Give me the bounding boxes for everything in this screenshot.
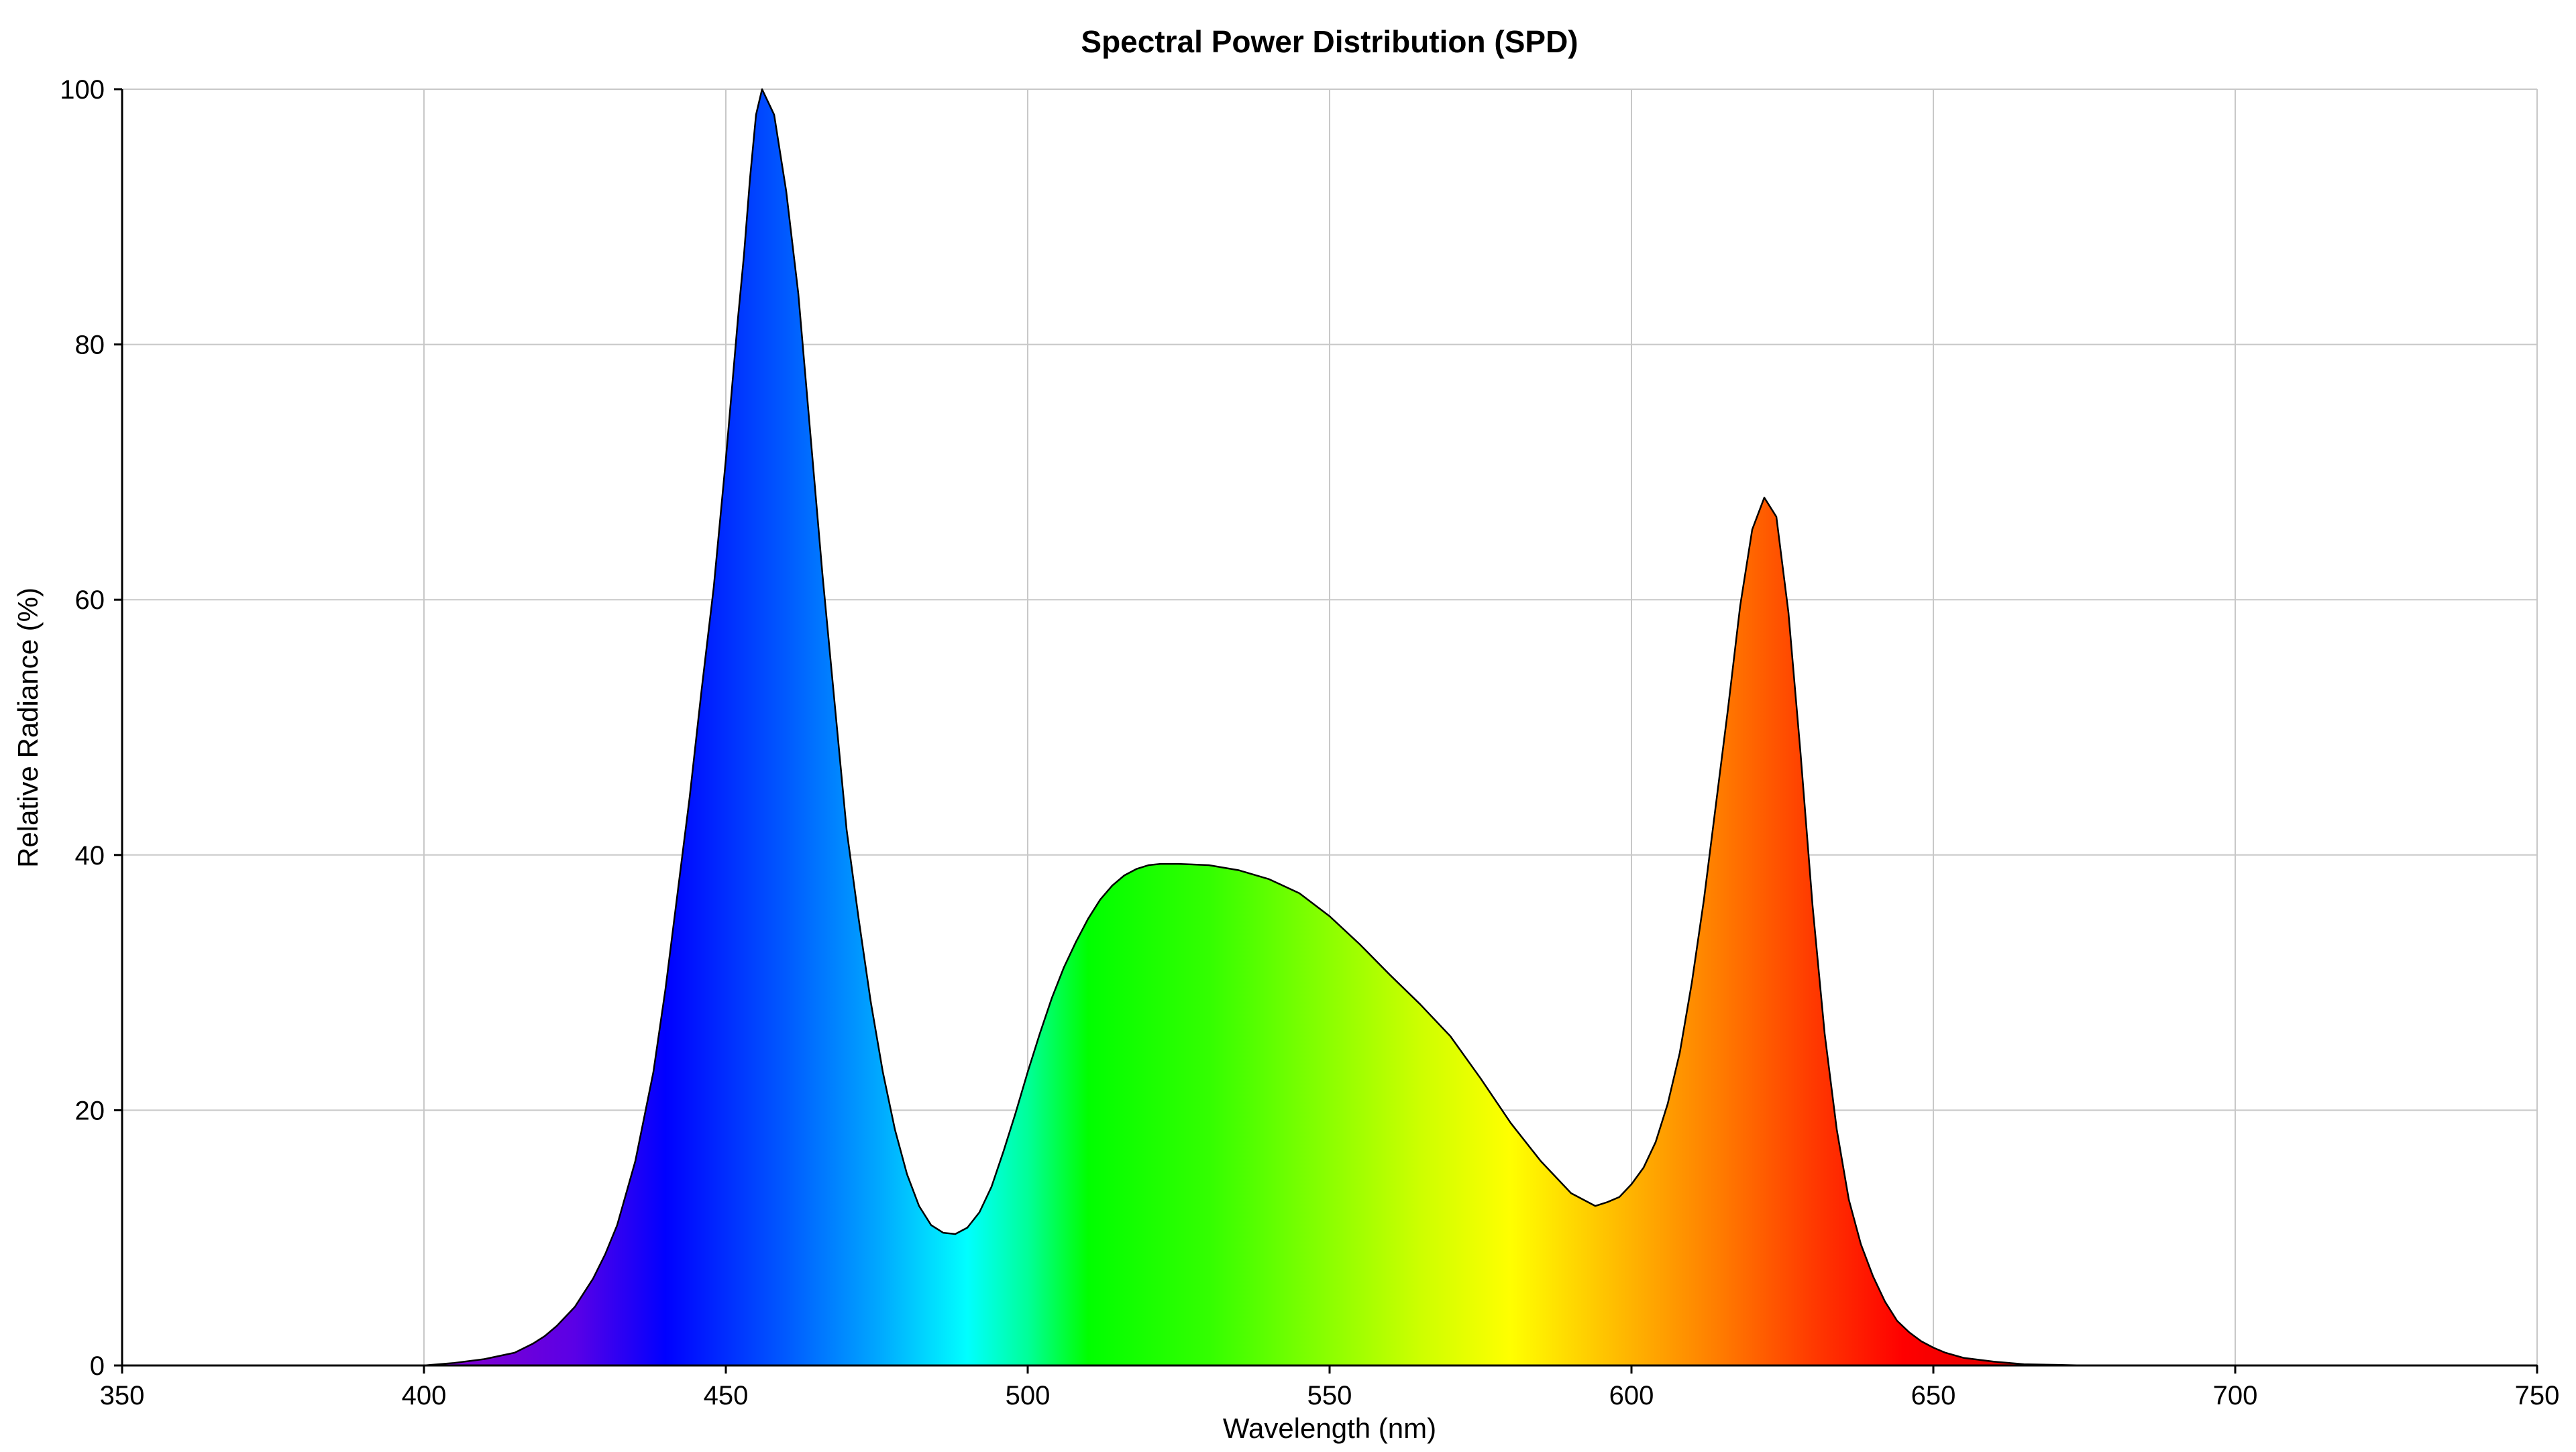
- y-tick-label: 20: [75, 1096, 105, 1125]
- x-tick-label: 550: [1307, 1381, 1352, 1410]
- chart-title: Spectral Power Distribution (SPD): [1081, 24, 1578, 59]
- x-tick-label: 600: [1609, 1381, 1654, 1410]
- x-tick-label: 450: [704, 1381, 749, 1410]
- spd-area: [121, 88, 2538, 1367]
- x-tick-labels: 350 400 450 500 550 600 650 700 750: [100, 1365, 2560, 1410]
- y-tick-label: 60: [75, 585, 105, 615]
- x-tick-label: 400: [402, 1381, 447, 1410]
- y-tick-label: 0: [90, 1351, 105, 1381]
- y-tick-label: 80: [75, 331, 105, 360]
- y-axis-label: Relative Radiance (%): [12, 588, 44, 868]
- x-tick-label: 350: [100, 1381, 145, 1410]
- x-tick-label: 500: [1006, 1381, 1051, 1410]
- y-tick-labels: 0 20 40 60 80 100: [60, 75, 122, 1381]
- x-tick-label: 650: [1911, 1381, 1956, 1410]
- y-tick-label: 100: [60, 75, 105, 105]
- x-tick-label: 700: [2213, 1381, 2258, 1410]
- x-tick-label: 750: [2515, 1381, 2560, 1410]
- y-tick-label: 40: [75, 841, 105, 871]
- x-axis-label: Wavelength (nm): [1223, 1412, 1436, 1444]
